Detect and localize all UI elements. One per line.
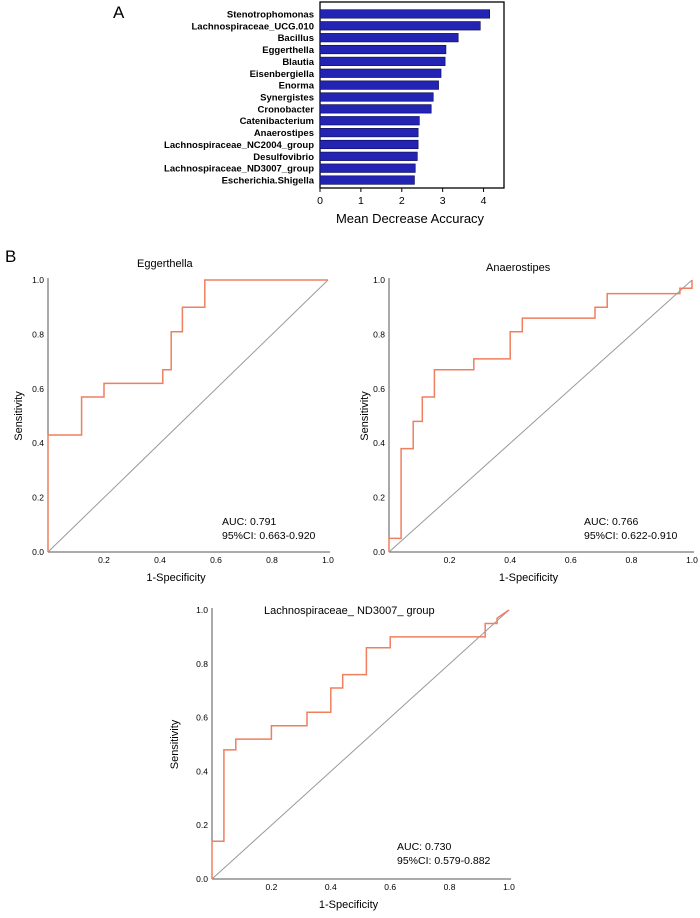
x-axis-label: Mean Decrease Accuracy — [336, 211, 485, 226]
x-tick-label: 2 — [399, 195, 405, 207]
auc-label: AUC: 0.791 — [222, 516, 276, 528]
x-tick-label: 3 — [440, 195, 446, 207]
category-label: Lachnospiraceae_ND3007_group — [164, 164, 314, 175]
category-label: Eggerthella — [262, 45, 314, 56]
y-tick-label: 0.2 — [32, 493, 44, 503]
x-tick-label: 0.8 — [266, 555, 278, 565]
y-tick-label: 1.0 — [373, 275, 385, 285]
x-tick-label: 0.8 — [625, 555, 637, 565]
bar — [319, 33, 459, 43]
bar — [319, 104, 432, 114]
category-label: Enorma — [279, 81, 315, 92]
y-tick-label: 0.8 — [373, 329, 385, 339]
reference-diagonal — [388, 279, 693, 553]
auc-label: AUC: 0.730 — [397, 841, 451, 853]
chart-title: Anaerostipes — [486, 262, 551, 274]
category-label: Bacillus — [278, 33, 314, 44]
y-tick-label: 0.4 — [373, 438, 385, 448]
panel-label-b: B — [5, 247, 16, 266]
ci-label: 95%CI: 0.579-0.882 — [397, 855, 491, 867]
bar — [319, 44, 447, 55]
x-axis-label: 1-Specificity — [499, 572, 559, 584]
category-label: Anaerostipes — [254, 128, 314, 139]
y-tick-label: 0.8 — [196, 659, 208, 669]
bar — [319, 80, 439, 90]
x-tick-label: 0.6 — [565, 555, 577, 565]
x-tick-label: 0.4 — [504, 555, 516, 565]
x-tick-label: 0.2 — [265, 882, 277, 892]
y-tick-label: 0.2 — [196, 820, 208, 830]
bar — [319, 68, 442, 78]
y-tick-label: 0.0 — [32, 547, 44, 557]
bar — [319, 175, 415, 185]
bar — [319, 56, 446, 66]
bar — [319, 21, 481, 31]
x-tick-label: 0.8 — [444, 882, 456, 892]
bar — [319, 151, 418, 161]
reference-diagonal — [211, 609, 510, 880]
x-tick-label: 0.6 — [210, 555, 222, 565]
x-tick-label: 0.6 — [384, 882, 396, 892]
roc-curve — [47, 279, 328, 552]
category-label: Escherichia.Shigella — [222, 176, 315, 187]
x-tick-label: 1.0 — [686, 555, 698, 565]
y-tick-label: 1.0 — [32, 275, 44, 285]
category-label: Eisenbergiella — [250, 69, 315, 80]
reference-diagonal — [47, 279, 329, 553]
x-axis-label: 1-Specificity — [319, 899, 379, 911]
category-label: Lachnospiraceae_NC2004_group — [164, 140, 314, 151]
y-tick-label: 0.0 — [373, 547, 385, 557]
y-tick-label: 1.0 — [196, 605, 208, 615]
bar — [319, 128, 419, 138]
y-tick-label: 0.2 — [373, 493, 385, 503]
y-tick-label: 0.8 — [32, 329, 44, 339]
bar — [319, 116, 420, 126]
y-axis-label: Sensitivity — [359, 391, 371, 441]
x-axis-label: 1-Specificity — [146, 572, 206, 584]
x-tick-label: 1 — [358, 195, 364, 207]
y-axis-label: Sensitivity — [13, 391, 25, 441]
x-tick-label: 0.4 — [154, 555, 166, 565]
y-tick-label: 0.6 — [373, 384, 385, 394]
roc-curve — [388, 280, 693, 552]
x-tick-label: 0 — [317, 195, 323, 207]
y-tick-label: 0.4 — [32, 438, 44, 448]
roc-chart-lachnospiraceae-nd3007: Lachnospiraceae_ ND3007_ group 0.0 0.2 0.4 0… — [169, 605, 515, 911]
chart-title: Eggerthella — [137, 258, 194, 270]
importance-bar-chart: StenotrophomonasLachnospiraceae_UCG.010B… — [164, 1, 505, 226]
category-label: Synergistes — [260, 93, 314, 104]
bar — [319, 163, 416, 173]
roc-chart-eggerthella: Eggerthella 0.0 0.2 0.4 0.6 0.8 1.0 0.2 0.4 0.6 0.… — [13, 258, 334, 584]
bar — [319, 92, 434, 102]
category-label: Lachnospiraceae_UCG.010 — [191, 21, 314, 32]
x-tick-label: 1.0 — [322, 555, 334, 565]
category-label: Catenibacterium — [240, 116, 314, 127]
panel-label-a: A — [113, 3, 125, 22]
category-label: Desulfovibrio — [253, 152, 314, 163]
ci-label: 95%CI: 0.622-0.910 — [584, 530, 678, 542]
x-tick-label: 0.4 — [325, 882, 337, 892]
ci-label: 95%CI: 0.663-0.920 — [222, 530, 316, 542]
roc-curve — [211, 609, 510, 879]
chart-title: Lachnospiraceae_ ND3007_ group — [264, 605, 435, 617]
y-axis-label: Sensitivity — [169, 719, 181, 769]
roc-chart-anaerostipes: Anaerostipes 0.0 0.2 0.4 0.6 0.8 1.0 0.2 0.4 0.6 0… — [359, 262, 698, 584]
auc-label: AUC: 0.766 — [584, 516, 638, 528]
category-label: Stenotrophomonas — [227, 9, 314, 20]
x-tick-label: 1.0 — [503, 882, 515, 892]
x-tick-label: 0.2 — [444, 555, 456, 565]
x-tick-label: 0.2 — [98, 555, 110, 565]
bar — [319, 139, 419, 150]
y-tick-label: 0.4 — [196, 766, 208, 776]
y-tick-label: 0.6 — [32, 384, 44, 394]
bar — [319, 9, 490, 19]
y-tick-label: 0.6 — [196, 713, 208, 723]
category-label: Cronobacter — [258, 104, 315, 115]
category-label: Blautia — [282, 57, 314, 68]
y-tick-label: 0.0 — [196, 874, 208, 884]
x-tick-label: 4 — [481, 195, 487, 207]
